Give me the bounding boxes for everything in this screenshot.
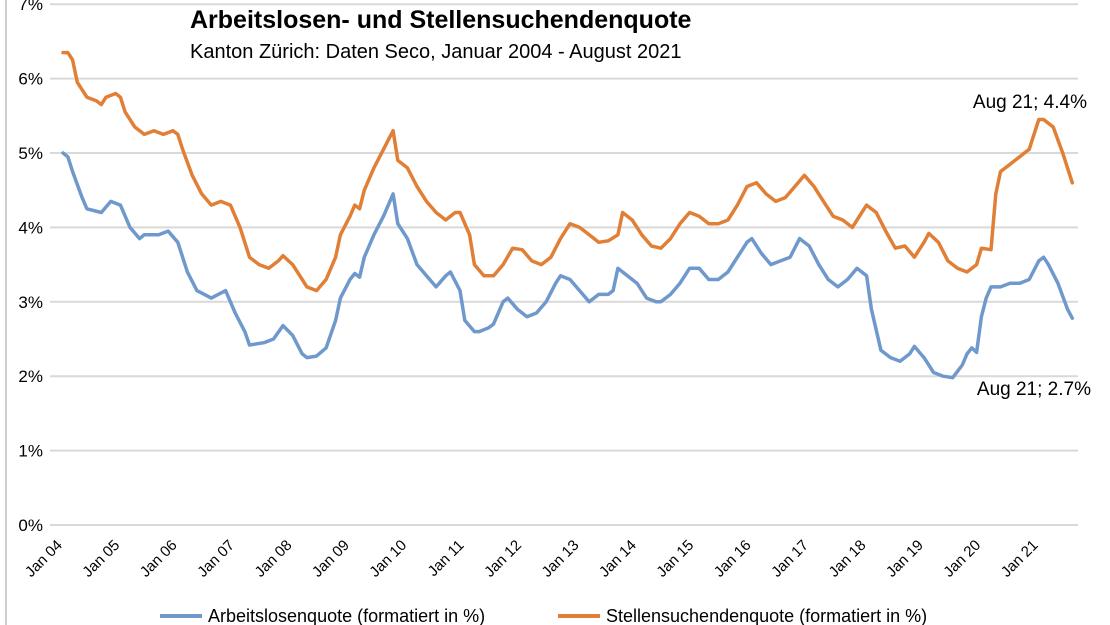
x-tick-label: Jan 08 (252, 537, 296, 581)
x-tick-label: Jan 12 (481, 537, 525, 581)
x-tick-label: Jan 09 (309, 537, 353, 581)
x-tick-label: Jan 14 (596, 537, 640, 581)
chart-subtitle: Kanton Zürich: Daten Seco, Januar 2004 -… (190, 41, 681, 63)
y-tick-label: 0% (18, 516, 43, 535)
y-tick-label: 4% (18, 218, 43, 237)
chart-title: Arbeitslosen- und Stellensuchendenquote (190, 6, 692, 34)
y-tick-label: 3% (18, 293, 43, 312)
x-tick-label: Jan 16 (711, 537, 755, 581)
series-line-0 (61, 151, 1075, 380)
annotation-arbeitslose: Aug 21; 2.7% (977, 379, 1091, 400)
legend-label-arbeitslose: Arbeitslosenquote (formatiert in %) (208, 606, 485, 625)
legend: Arbeitslosenquote (formatiert in %) Stel… (160, 606, 927, 625)
x-tick-label: Jan 05 (79, 537, 123, 581)
annotation-stellensuchende: Aug 21; 4.4% (973, 92, 1087, 113)
x-tick-label: Jan 21 (998, 537, 1042, 581)
y-tick-label: 2% (18, 367, 43, 386)
y-tick-label: 7% (18, 0, 43, 14)
x-tick-label: Jan 19 (883, 537, 927, 581)
gridlines (50, 3, 1078, 526)
y-tick-label: 1% (18, 442, 43, 461)
x-tick-label: Jan 13 (539, 537, 583, 581)
x-tick-label: Jan 10 (366, 537, 410, 581)
x-tick-label: Jan 18 (826, 537, 870, 581)
x-tick-label: Jan 15 (653, 537, 697, 581)
y-tick-label: 6% (18, 70, 43, 89)
series-lines (61, 50, 1075, 380)
x-tick-label: Jan 20 (940, 537, 984, 581)
x-tick-label: Jan 11 (425, 537, 468, 580)
legend-label-stellensuchende: Stellensuchendenquote (formatiert in %) (606, 606, 927, 625)
x-tick-label: Jan 07 (194, 537, 238, 581)
y-axis-ticks: 0% 1% 2% 3% 4% 5% 6% 7% (18, 0, 43, 535)
x-tick-label: Jan 04 (22, 537, 66, 581)
x-tick-label: Jan 17 (768, 537, 812, 581)
x-tick-label: Jan 06 (137, 537, 181, 581)
y-tick-label: 5% (18, 144, 43, 163)
x-axis-ticks: Jan 04 Jan 05 Jan 06 Jan 07 Jan 08 Jan 09 Jan … (22, 537, 1042, 581)
series-line-1 (61, 50, 1075, 293)
